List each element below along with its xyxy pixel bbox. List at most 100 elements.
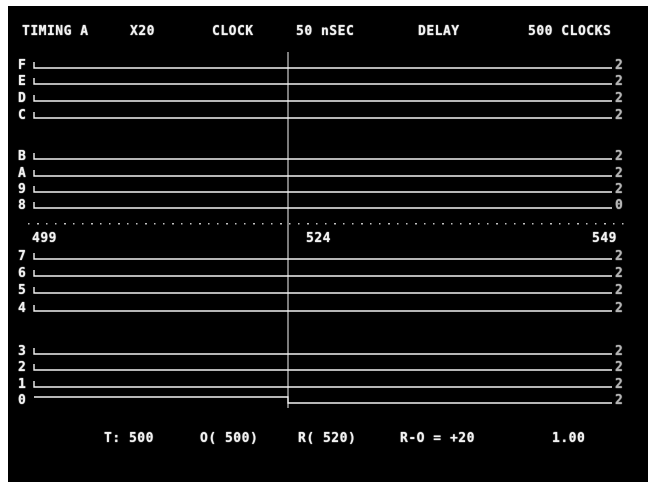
- scale-dot: [424, 223, 426, 225]
- waveform-trace-upper: [33, 202, 612, 209]
- scale-dot: [181, 223, 183, 225]
- scale-dot: [550, 223, 552, 225]
- channel-label-7: 7: [18, 249, 27, 264]
- waveform-trace-lower: [33, 287, 612, 294]
- scale-dot: [316, 223, 318, 225]
- scale-dot: [532, 223, 534, 225]
- end-marker: 0: [615, 198, 624, 213]
- scale-dot: [514, 223, 516, 225]
- scale-dot: [262, 223, 264, 225]
- scale-dot: [334, 223, 336, 225]
- scale-dot: [307, 223, 309, 225]
- end-marker: 2: [615, 301, 624, 316]
- mode-label: TIMING A: [22, 24, 89, 39]
- waveform-trace-lower: [33, 270, 612, 277]
- scale-dot: [271, 223, 273, 225]
- clock-value: 50 nSEC: [296, 24, 355, 39]
- scale-dot: [487, 223, 489, 225]
- trigger-readout: T: 500: [104, 431, 154, 446]
- end-marker: 2: [615, 58, 624, 73]
- scale-dot: [622, 223, 624, 225]
- scale-dot: [433, 223, 435, 225]
- scale-dot: [505, 223, 507, 225]
- channel-label-c: C: [18, 108, 27, 123]
- end-marker: 2: [615, 149, 624, 164]
- scale-dot: [586, 223, 588, 225]
- time-readout: 1.00: [552, 431, 586, 446]
- channel-label-4: 4: [18, 301, 27, 316]
- scale-dot: [37, 223, 39, 225]
- scale-dot: [190, 223, 192, 225]
- multiplier-label: X20: [130, 24, 155, 39]
- scale-dot: [604, 223, 606, 225]
- scale-dot: [406, 223, 408, 225]
- scale-right: 549: [592, 231, 617, 246]
- channel-label-3: 3: [18, 344, 27, 359]
- end-marker: 2: [615, 266, 624, 281]
- scale-dot: [577, 223, 579, 225]
- waveform-trace-lower: [33, 253, 612, 260]
- scale-dot: [154, 223, 156, 225]
- end-marker: 2: [615, 283, 624, 298]
- scale-dot: [244, 223, 246, 225]
- scale-dot: [478, 223, 480, 225]
- channel-label-5: 5: [18, 283, 27, 298]
- scale-dot: [370, 223, 372, 225]
- scale-dot: [226, 223, 228, 225]
- waveform-trace-upper: [33, 95, 612, 102]
- waveform-trace-upper: [33, 186, 612, 193]
- waveform-trace-upper: [33, 153, 612, 160]
- channel-label-1: 1: [18, 377, 27, 392]
- scale-dot: [343, 223, 345, 225]
- end-marker: 2: [615, 344, 624, 359]
- scale-dot: [298, 223, 300, 225]
- end-marker: 2: [615, 166, 624, 181]
- waveform-trace-upper: [33, 78, 612, 85]
- scale-dot: [172, 223, 174, 225]
- scale-dot: [199, 223, 201, 225]
- waveform-trace-upper: [33, 170, 612, 177]
- scale-dot: [208, 223, 210, 225]
- scale-dot: [118, 223, 120, 225]
- scale-dot: [541, 223, 543, 225]
- channel-label-e: E: [18, 74, 27, 89]
- upper-trace-group: [33, 62, 612, 209]
- waveform-display: [28, 52, 624, 408]
- scale-dot: [388, 223, 390, 225]
- cursor-r-readout: R( 520): [298, 431, 357, 446]
- scale-dot: [595, 223, 597, 225]
- scale-left: 499: [32, 231, 57, 246]
- channel-label-8: 8: [18, 198, 27, 213]
- scale-dot: [163, 223, 165, 225]
- scale-dot: [613, 223, 615, 225]
- delay-label: DELAY: [418, 24, 460, 39]
- scale-dot: [523, 223, 525, 225]
- channel-label-d: D: [18, 91, 27, 106]
- channel-label-f: F: [18, 58, 27, 73]
- scale-dot: [289, 223, 291, 225]
- scale-dot: [415, 223, 417, 225]
- end-marker: 2: [615, 74, 624, 89]
- end-marker: 2: [615, 108, 624, 123]
- waveform-trace-upper: [33, 62, 612, 69]
- scale-dot: [73, 223, 75, 225]
- channel-label-9: 9: [18, 182, 27, 197]
- channel-label-b: B: [18, 149, 27, 164]
- scale-dot: [379, 223, 381, 225]
- cursor-o-readout: O( 500): [200, 431, 259, 446]
- difference-readout: R-O = +20: [400, 431, 475, 446]
- scale-dot: [82, 223, 84, 225]
- scale-dot: [568, 223, 570, 225]
- scale-dot: [280, 223, 282, 225]
- waveform-trace-upper: [33, 112, 612, 119]
- channel-label-6: 6: [18, 266, 27, 281]
- scale-center: 524: [306, 231, 331, 246]
- waveform-trace-lower: [33, 348, 612, 355]
- end-marker: 2: [615, 360, 624, 375]
- end-marker: 2: [615, 182, 624, 197]
- channel-label-2: 2: [18, 360, 27, 375]
- clock-label: CLOCK: [212, 24, 254, 39]
- scale-dot: [397, 223, 399, 225]
- end-marker: 2: [615, 377, 624, 392]
- dotted-scale-line: [28, 223, 624, 225]
